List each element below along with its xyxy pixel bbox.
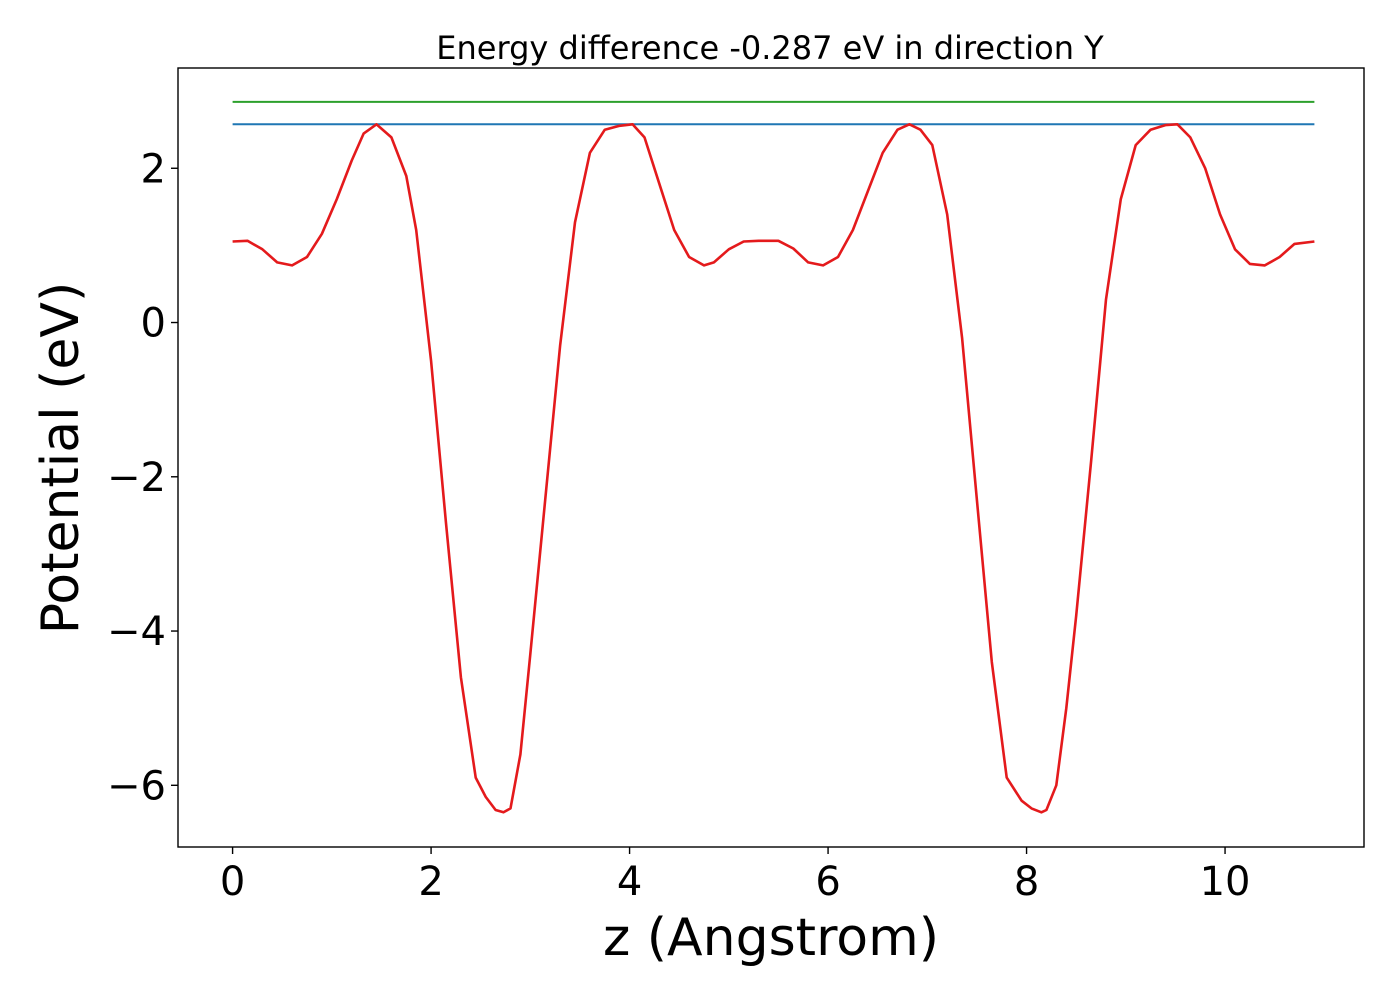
y-tick-label: −4 [107,609,166,655]
y-axis-ticks: −6 −4 −2 0 2 [107,146,178,809]
y-tick-label: −6 [107,763,166,809]
x-tick-label: 10 [1200,859,1251,905]
x-tick-label: 8 [1014,859,1039,905]
plot-area [177,67,1365,848]
x-tick-label: 0 [220,859,245,905]
series-line-3 [232,123,1315,814]
x-tick-label: 4 [617,859,642,905]
x-tick-label: 2 [418,859,443,905]
y-tick-label: −2 [107,455,166,501]
y-axis-title: Potential (eV) [31,282,91,634]
x-tick-label: 6 [815,859,840,905]
x-axis-ticks: 0 2 4 6 8 10 [220,847,1251,905]
y-tick-label: 2 [141,146,166,192]
series-layer [232,100,1315,814]
x-axis-title: z (Angstrom) [603,908,939,968]
chart-title: Energy difference -0.287 eV in direction… [436,29,1104,67]
y-tick-label: 0 [141,301,166,347]
axes-frame [177,67,1365,848]
